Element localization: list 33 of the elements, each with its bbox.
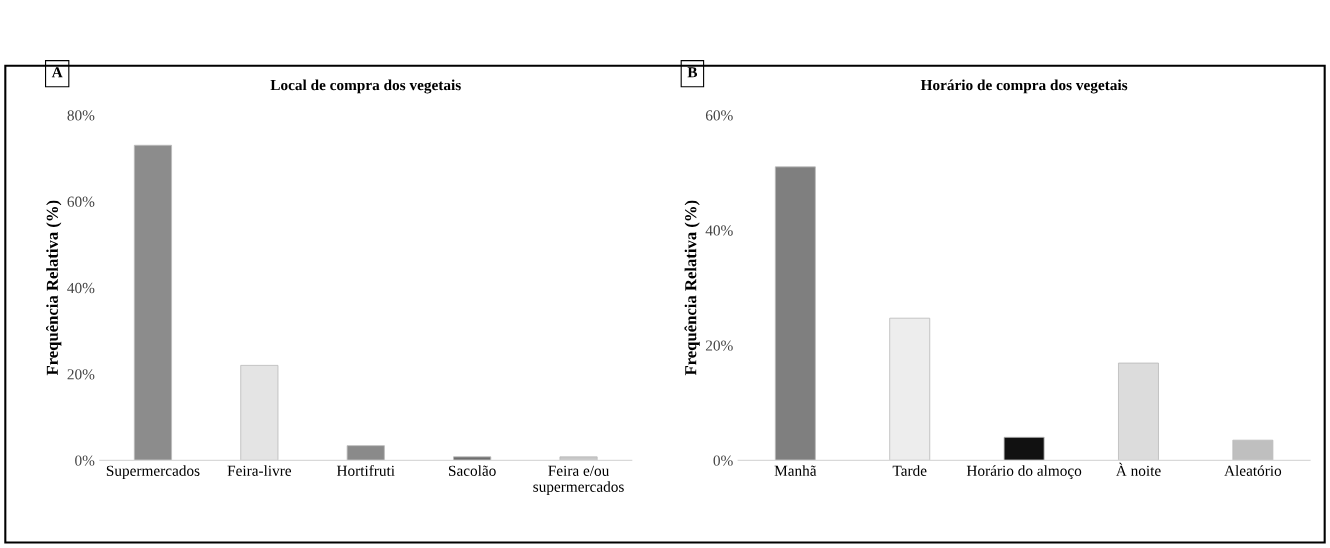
y-tick-label: 0% (713, 455, 733, 466)
y-axis-title: Frequência Relativa (%) (46, 200, 62, 376)
x-tick-label: Supermercados (106, 465, 200, 480)
text: B (687, 67, 698, 78)
bar (346, 445, 385, 461)
bar (1003, 436, 1045, 461)
y-tick-label: 60% (67, 196, 95, 207)
chart-title: Local de compra dos vegetais (270, 79, 461, 94)
y-tick-label: 20% (67, 369, 95, 380)
y-tick-label: 60% (705, 110, 733, 121)
bar (133, 144, 172, 461)
x-tick-label: Hortifruti (336, 465, 395, 476)
y-axis-title: Frequência Relativa (%) (684, 200, 700, 376)
text: A (51, 67, 63, 78)
y-tick-label: 80% (67, 110, 95, 121)
y-tick-label: 0% (75, 455, 95, 466)
x-tick-label: Manhã (774, 465, 817, 476)
y-tick-label: 20% (705, 340, 733, 351)
x-tick-label: Horário do almoço (966, 465, 1082, 480)
bar (559, 456, 598, 461)
bar (774, 166, 816, 461)
bar (453, 456, 492, 461)
x-tick-label: Tarde (892, 465, 927, 476)
chart-title: Horário de compra dos vegetais (920, 79, 1128, 94)
x-tick-label: À noite (1115, 462, 1161, 476)
x-tick-label: Sacolão (448, 465, 496, 476)
bar (889, 317, 931, 461)
x-tick-label: Feira e/ou supermercados (533, 465, 624, 496)
y-tick-label: 40% (67, 282, 95, 294)
x-tick-label: Aleatório (1224, 465, 1282, 476)
bar (1232, 439, 1274, 461)
y-tick-label: 40% (705, 225, 733, 236)
x-tick-label: Feira-livre (227, 465, 292, 476)
